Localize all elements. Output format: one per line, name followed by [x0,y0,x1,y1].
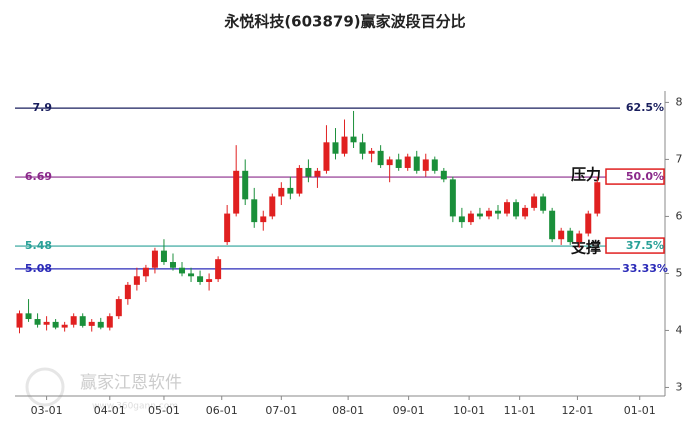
candle-body [43,321,50,325]
chart-title: 永悦科技(603879)赢家波段百分比 [223,13,465,31]
candle-body [215,259,222,280]
y-tick-label: 8 [676,95,683,108]
candle-body [440,170,447,180]
candle-body [485,210,492,217]
candle-body [188,273,195,277]
x-tick-label: 06-01 [206,404,238,417]
candle-body [449,179,456,217]
candle-body [350,136,357,143]
y-tick-label: 3 [676,380,683,393]
candle-body [332,142,339,154]
candle-body [25,313,32,320]
watermark-logo [25,367,65,407]
candle-body [133,276,140,285]
x-tick-label: 08-01 [332,404,364,417]
candle-body [585,213,592,234]
candle-body [513,202,520,217]
candle-body [476,213,483,217]
candle-body [124,284,131,300]
level-annotation: 压力 [571,166,601,184]
candle-body [567,230,574,243]
candle-body [233,170,240,214]
candle-body [531,196,538,208]
candle-body [160,250,167,263]
y-tick-label: 6 [676,209,683,222]
candle-body [540,196,547,211]
candle-body [106,316,113,328]
x-tick-label: 07-01 [265,404,297,417]
candle-body [494,210,501,214]
candle-body [197,276,204,282]
level-label: 62.5% [626,101,664,114]
candle-body [287,187,294,194]
candle-body [260,216,267,223]
candle-body [404,156,411,168]
candle-body [70,316,77,325]
candle-body [431,159,438,171]
watermark-url: www.360gann.com [92,402,178,412]
level-annotation: 支撑 [570,239,601,257]
candle-body [368,150,375,154]
candle-body [558,230,565,240]
candle-body [341,136,348,154]
candle-body [467,213,474,223]
candle-body [169,262,176,268]
level-value: 6.69 [25,170,52,183]
candle-body [413,156,420,171]
candle-body [422,159,429,171]
level-box [605,237,665,254]
candle-body [115,299,122,317]
candle-body [458,216,465,223]
candle-body [97,321,104,328]
candle-body [395,159,402,168]
watermark: 赢家江恩软件 [80,373,182,393]
level-value: 7.9 [33,101,53,114]
candle-body [278,187,285,197]
x-tick-label: 09-01 [393,404,425,417]
level-value: 5.48 [25,239,52,252]
x-tick-label: 03-01 [31,404,63,417]
candle-body [594,182,601,214]
candle-body [522,207,529,217]
candle-body [504,202,511,214]
candle-body [224,213,231,243]
candle-body [61,324,68,328]
candle-body [151,250,158,268]
x-tick-label: 10-01 [453,404,485,417]
candle-body [359,142,366,154]
x-tick-label: 05-01 [148,404,180,417]
candle-body [549,210,556,240]
candle-body [142,267,149,277]
y-tick-label: 4 [676,323,683,336]
candle-body [206,279,213,282]
candle-body [576,233,583,243]
y-tick-label: 5 [676,266,683,279]
candle-body [16,313,23,328]
candle-body [34,319,41,325]
candle-body [269,196,276,217]
y-tick-label: 7 [676,152,683,165]
level-label: 37.5% [626,239,664,252]
x-tick-label: 04-01 [94,404,126,417]
x-tick-label: 01-01 [624,404,656,417]
candle-body [242,170,249,200]
candle-body [251,199,258,223]
candle-body [179,267,186,274]
x-tick-label: 11-01 [504,404,536,417]
level-label: 50.0% [626,170,664,183]
candle-body [296,167,303,194]
candle-body [88,321,95,326]
level-label: 33.33% [622,262,668,275]
level-value: 5.08 [25,262,52,275]
candle-body [323,142,330,171]
candle-body [305,167,312,177]
candle-body [79,316,86,326]
level-box [605,168,665,185]
candle-body [386,159,393,166]
x-tick-label: 12-01 [561,404,593,417]
candle-body [314,170,321,177]
candle-body [377,150,384,166]
candle-body [52,321,59,328]
